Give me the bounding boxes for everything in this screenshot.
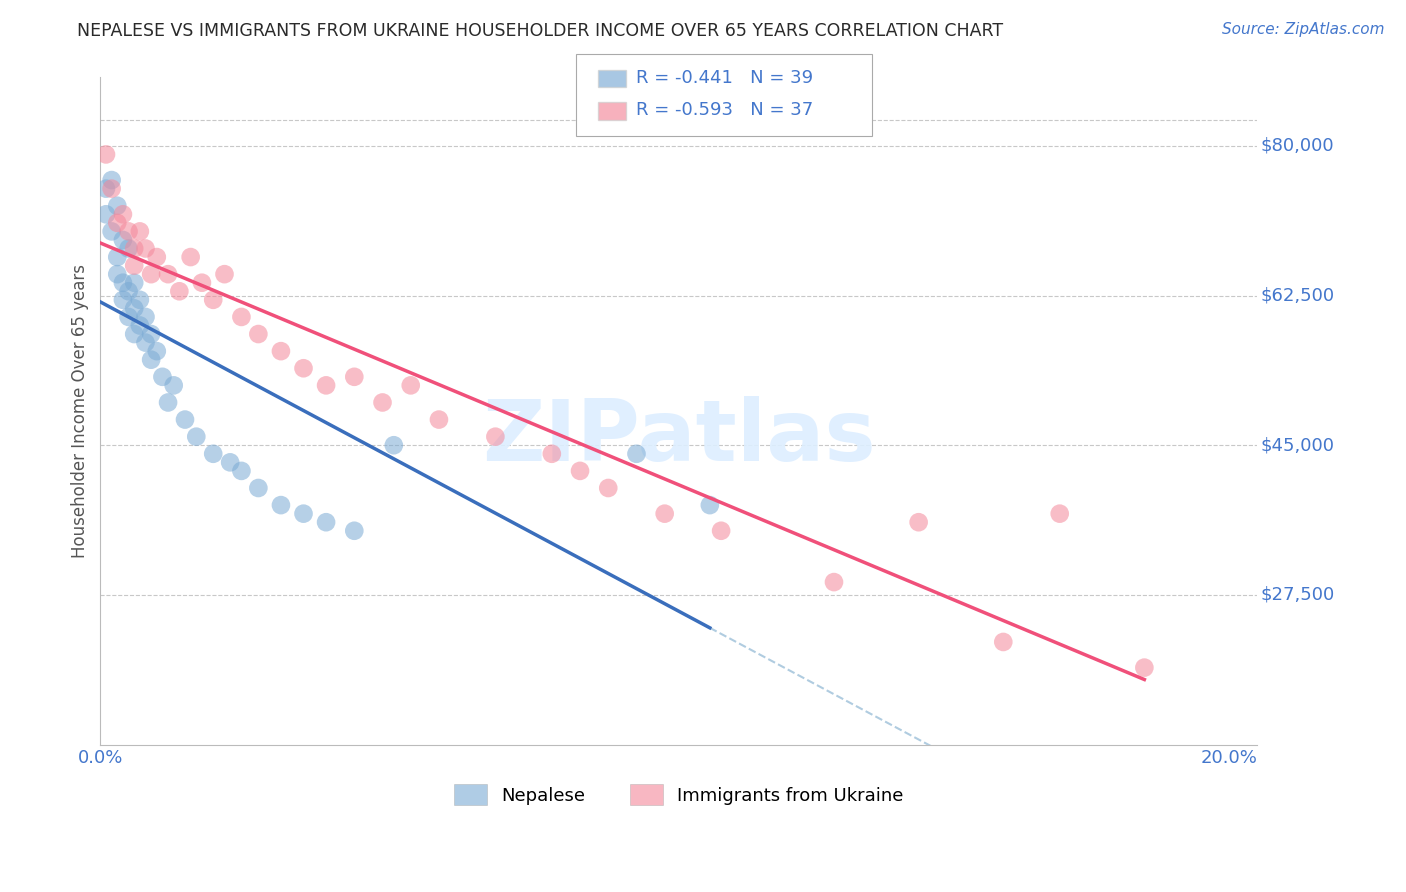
Point: [111, 207, 134, 221]
Point: [152, 369, 174, 384]
Point: [427, 412, 450, 426]
Text: $27,500: $27,500: [1261, 586, 1334, 604]
Point: [117, 242, 139, 256]
Point: [202, 293, 225, 307]
Point: [214, 267, 236, 281]
Point: [117, 285, 139, 299]
Point: [105, 267, 128, 281]
Point: [128, 318, 150, 333]
Point: [146, 344, 169, 359]
Point: [231, 310, 253, 324]
Point: [191, 276, 214, 290]
Point: [484, 430, 506, 444]
Text: R = -0.593   N = 37: R = -0.593 N = 37: [636, 101, 813, 119]
Point: [122, 276, 145, 290]
Legend: Nepalese, Immigrants from Ukraine: Nepalese, Immigrants from Ukraine: [447, 777, 911, 813]
Point: [111, 233, 134, 247]
Point: [247, 326, 270, 341]
Point: [117, 310, 139, 324]
Point: [292, 507, 315, 521]
Text: $45,000: $45,000: [1261, 436, 1334, 454]
Point: [157, 267, 180, 281]
Point: [371, 395, 394, 409]
Point: [343, 369, 366, 384]
Text: $62,500: $62,500: [1261, 286, 1334, 304]
Point: [598, 481, 620, 495]
Point: [105, 199, 128, 213]
Point: [105, 250, 128, 264]
Point: [111, 276, 134, 290]
Point: [823, 575, 845, 590]
Point: [710, 524, 733, 538]
Point: [231, 464, 253, 478]
Point: [699, 498, 721, 512]
Point: [174, 412, 197, 426]
Point: [122, 259, 145, 273]
Point: [626, 447, 648, 461]
Text: ZIPatlas: ZIPatlas: [482, 396, 876, 479]
Point: [163, 378, 186, 392]
Point: [540, 447, 562, 461]
Point: [270, 498, 292, 512]
Point: [247, 481, 270, 495]
Point: [202, 447, 225, 461]
Point: [100, 224, 122, 238]
Point: [907, 515, 929, 529]
Point: [111, 293, 134, 307]
Point: [139, 267, 162, 281]
Point: [122, 301, 145, 316]
Point: [1049, 507, 1071, 521]
Text: NEPALESE VS IMMIGRANTS FROM UKRAINE HOUSEHOLDER INCOME OVER 65 YEARS CORRELATION: NEPALESE VS IMMIGRANTS FROM UKRAINE HOUS…: [77, 22, 1004, 40]
Point: [94, 147, 117, 161]
Point: [128, 224, 150, 238]
Point: [993, 635, 1015, 649]
Point: [180, 250, 202, 264]
Point: [122, 242, 145, 256]
Point: [315, 515, 337, 529]
Point: [343, 524, 366, 538]
Point: [1133, 660, 1156, 674]
Point: [117, 224, 139, 238]
Point: [128, 293, 150, 307]
Point: [654, 507, 676, 521]
Point: [94, 207, 117, 221]
Point: [94, 181, 117, 195]
Text: R = -0.441   N = 39: R = -0.441 N = 39: [636, 69, 813, 87]
Y-axis label: Householder Income Over 65 years: Householder Income Over 65 years: [72, 264, 89, 558]
Point: [399, 378, 422, 392]
Point: [134, 335, 156, 350]
Text: Source: ZipAtlas.com: Source: ZipAtlas.com: [1222, 22, 1385, 37]
Point: [105, 216, 128, 230]
Point: [382, 438, 405, 452]
Point: [569, 464, 592, 478]
Point: [139, 326, 162, 341]
Point: [292, 361, 315, 376]
Point: [157, 395, 180, 409]
Point: [100, 173, 122, 187]
Point: [100, 181, 122, 195]
Point: [315, 378, 337, 392]
Point: [219, 455, 242, 469]
Point: [169, 285, 191, 299]
Point: [134, 242, 156, 256]
Point: [134, 310, 156, 324]
Text: $80,000: $80,000: [1261, 136, 1334, 155]
Point: [139, 352, 162, 367]
Point: [270, 344, 292, 359]
Point: [122, 326, 145, 341]
Point: [186, 430, 208, 444]
Point: [146, 250, 169, 264]
